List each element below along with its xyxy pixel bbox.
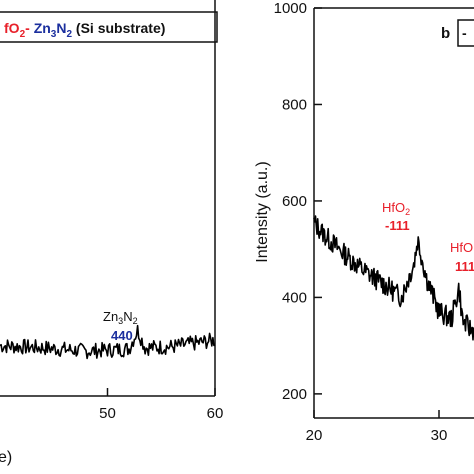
panel-b-y-tick-label: 1000 xyxy=(274,0,307,17)
panel-a-x-tick-label: 50 xyxy=(99,405,116,422)
panel-b-y-tick-label: 400 xyxy=(282,289,307,306)
panel-b-letter: b xyxy=(441,25,450,42)
panel-b-series-line xyxy=(313,215,474,341)
legend-suffix: (Si substrate) xyxy=(72,20,165,36)
legend-zn: Zn xyxy=(34,20,51,36)
panel-b-legend-box xyxy=(457,19,474,47)
panel-b-x-tick-label: 30 xyxy=(431,427,448,444)
panel-b-y-tick-label: 600 xyxy=(282,193,307,210)
legend-n: N xyxy=(56,20,66,36)
panel-a-peak-index: 440 xyxy=(111,328,133,343)
panel-a-legend-box xyxy=(0,11,218,43)
panel-a-peak-formula: Zn3N2 xyxy=(103,309,138,326)
legend-zn-sub1: 3 xyxy=(51,29,57,40)
legend-hfo2-sub: 2 xyxy=(20,29,26,40)
panel-a-series-line xyxy=(0,324,216,360)
panel-b-peak-1-index: -111 xyxy=(385,218,410,233)
panel-a-legend: fO2- Zn3N2 (Si substrate) xyxy=(4,20,165,40)
panel-b-y-label: Intensity (a.u.) xyxy=(254,161,271,262)
panel-a-x-label: e) xyxy=(0,449,12,466)
panel-b-y-ticks: 200 400 600 800 1000 xyxy=(274,0,322,403)
legend-separator: - xyxy=(25,20,34,36)
panel-b-x-tick-label: 20 xyxy=(306,427,323,444)
panel-b-legend-fragment: - xyxy=(462,25,467,41)
panel-b-y-tick-label: 200 xyxy=(282,386,307,403)
panel-a-x-ticks: 50 60 xyxy=(99,388,223,422)
panel-b-y-tick-label: 800 xyxy=(282,96,307,113)
panel-a: fO2- Zn3N2 (Si substrate) 50 60 Zn3N2 440… xyxy=(0,0,223,466)
panel-b-x-ticks: 20 30 xyxy=(306,410,448,444)
panel-b-peak-1-formula: HfO2 xyxy=(382,200,410,217)
legend-n-sub2: 2 xyxy=(66,29,72,40)
panel-b-peak-2-formula: HfO xyxy=(450,240,473,255)
panel-a-x-tick-label: 60 xyxy=(207,405,224,422)
legend-hfo2-prefix: fO xyxy=(4,20,20,36)
panel-b-peak-2-index: 111 xyxy=(455,259,474,274)
